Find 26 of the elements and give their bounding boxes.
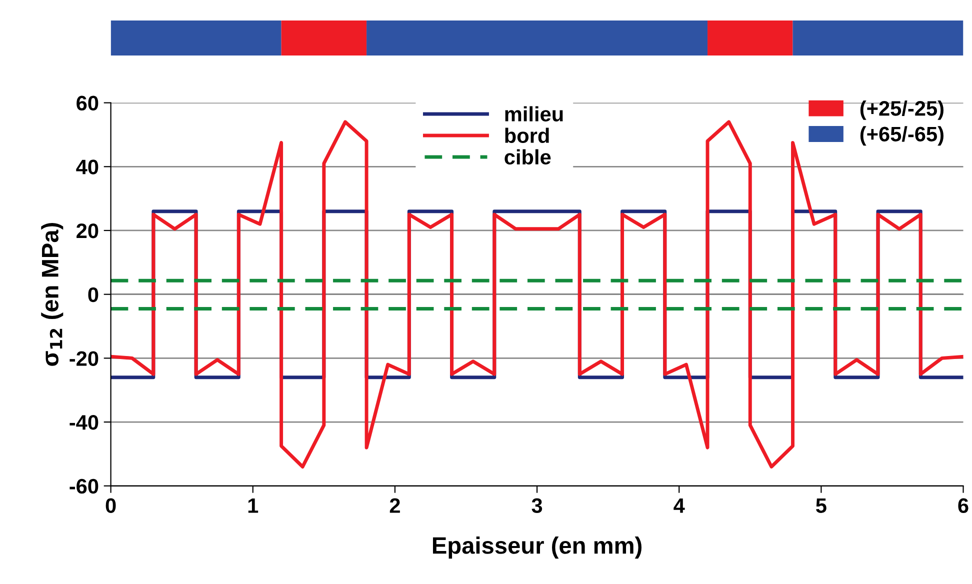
legend-label: milieu — [505, 106, 563, 122]
x-tick-label: 0 — [106, 498, 116, 513]
legend-label: (+65/-65) — [860, 126, 944, 146]
bar — [708, 20, 793, 56]
x-tick-label: 2 — [390, 498, 400, 513]
y-tick-label: 60 — [76, 96, 98, 111]
bar — [366, 20, 708, 56]
x-tick-label: 1 — [248, 498, 258, 513]
bar — [281, 20, 367, 56]
legend-label: (+25/-25) — [860, 100, 944, 120]
legend-label: bord — [505, 128, 549, 144]
y-tick-label: 0 — [88, 287, 98, 302]
x-tick-label: 3 — [532, 498, 542, 514]
y-tick-label: -20 — [70, 351, 98, 366]
x-tick-label: 6 — [958, 498, 968, 513]
y-tick-label: 20 — [76, 223, 98, 238]
bar — [110, 20, 282, 56]
y-tick-label: -40 — [70, 415, 98, 430]
x-axis-title: Epaisseur (en mm) — [432, 536, 642, 559]
bar — [792, 20, 964, 56]
x-tick-label: 4 — [674, 498, 685, 513]
y-axis-title: σ$_{12}$ (en MPa) — [41, 223, 64, 366]
legend-label: cible — [504, 149, 551, 165]
y-tick-label: 40 — [76, 160, 98, 174]
y-tick-label: -60 — [70, 478, 98, 494]
x-tick-label: 5 — [816, 498, 826, 513]
